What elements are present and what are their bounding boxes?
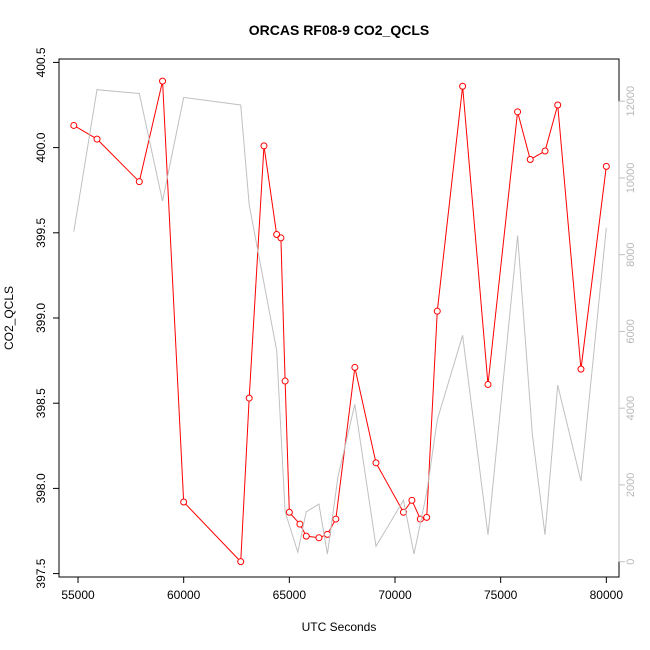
x-axis-tick-label: 65000 <box>273 588 307 602</box>
co2-line-segment <box>76 126 95 138</box>
co2-data-point <box>70 121 78 129</box>
co2-data-point <box>577 365 585 373</box>
co2-line-segment <box>404 502 411 511</box>
y-axis-tick-label: 400.0 <box>34 132 48 162</box>
co2-data-point <box>459 82 467 90</box>
co2-line-segment <box>240 401 250 559</box>
co2-line-segment <box>98 140 138 180</box>
co2-line-segment <box>462 89 489 382</box>
co2-data-point <box>423 513 431 521</box>
co2-data-point <box>273 231 281 239</box>
co2-data-point <box>180 498 188 506</box>
co2-line-segment <box>185 503 240 560</box>
x-axis-label: UTC Seconds <box>302 620 377 634</box>
y2-axis-tick-label: 12000 <box>625 86 637 117</box>
co2-data-point <box>541 147 549 155</box>
x-axis-tick-label: 70000 <box>378 588 412 602</box>
co2-line-segment <box>300 526 306 534</box>
co2-line-segment <box>309 536 317 538</box>
co2-line-segment <box>412 502 420 517</box>
co2-line-segment <box>437 89 463 309</box>
co2-data-point <box>315 534 323 542</box>
x-axis-tick-label: 80000 <box>590 588 624 602</box>
co2-line-segment <box>280 240 286 379</box>
co2-data-point <box>526 156 534 164</box>
y-axis-tick-label: 398.5 <box>34 388 48 418</box>
y2-axis-tick-label: 0 <box>625 559 637 565</box>
co2-data-point <box>93 135 101 143</box>
co2-data-point <box>514 108 522 116</box>
co2-data-point <box>302 532 310 540</box>
co2-data-point <box>554 101 562 109</box>
co2-line-segment <box>139 83 163 179</box>
co2-data-point <box>237 558 245 566</box>
co2-data-point <box>484 380 492 388</box>
y-axis-label: CO2_QCLS <box>2 286 16 350</box>
co2-data-point <box>433 307 441 315</box>
y-axis-tick-label: 397.5 <box>34 558 48 588</box>
y2-axis-tick-label: 4000 <box>625 396 637 420</box>
co2-line-segment <box>263 148 277 232</box>
co2-line-segment <box>284 384 290 510</box>
series-layer <box>70 77 610 566</box>
co2-data-point <box>260 142 268 150</box>
co2-line-segment <box>545 107 558 149</box>
co2-line-segment <box>557 107 582 367</box>
co2-line-segment <box>580 169 607 367</box>
co2-data-point <box>332 515 340 523</box>
co2-data-point <box>602 162 610 170</box>
co2-line-segment <box>487 114 518 382</box>
y-axis-tick-label: 399.0 <box>34 303 48 333</box>
secondary-series-line <box>73 89 607 555</box>
y2-axis-tick-label: 2000 <box>625 473 637 497</box>
co2-data-point <box>277 234 285 242</box>
right-axis: 0 2000 4000 6000 8000 10000 12000 <box>618 86 637 565</box>
y-axis-tick-label: 399.5 <box>34 217 48 247</box>
x-axis-tick-label: 75000 <box>484 588 518 602</box>
x-axis-tick-label: 55000 <box>61 588 95 602</box>
co2-line-segment <box>532 152 543 159</box>
co2-line-segment <box>355 370 376 461</box>
co2-data-point <box>159 77 167 85</box>
y2-axis-tick-label: 10000 <box>625 163 637 194</box>
co2-line-segment <box>290 514 299 523</box>
left-axis: 397.5 398.0 398.5 399.0 399.5 400.0 400.5 <box>34 47 59 589</box>
co2-data-point <box>372 459 380 467</box>
co2-data-point <box>296 520 304 528</box>
chart-title: ORCAS RF08-9 CO2_QCLS <box>249 22 429 38</box>
co2-line-segment <box>162 84 185 500</box>
x-axis-tick-label: 60000 <box>167 588 201 602</box>
y2-axis-tick-label: 6000 <box>625 319 637 343</box>
co2-line-segment <box>517 114 530 157</box>
co2-data-point <box>245 394 253 402</box>
bottom-axis: 55000 60000 65000 70000 75000 80000 <box>61 577 623 602</box>
co2-data-point <box>135 178 143 186</box>
co2-data-point <box>281 377 289 385</box>
y-axis-tick-label: 400.5 <box>34 47 48 77</box>
co2-line-segment <box>377 465 403 510</box>
co2-data-point <box>408 496 416 504</box>
co2-line-segment <box>248 148 265 396</box>
y2-axis-tick-label: 8000 <box>625 242 637 266</box>
y-axis-tick-label: 398.0 <box>34 473 48 503</box>
co2-data-point <box>399 508 407 516</box>
co2-data-point <box>351 363 359 371</box>
co2-data-point <box>285 508 293 516</box>
